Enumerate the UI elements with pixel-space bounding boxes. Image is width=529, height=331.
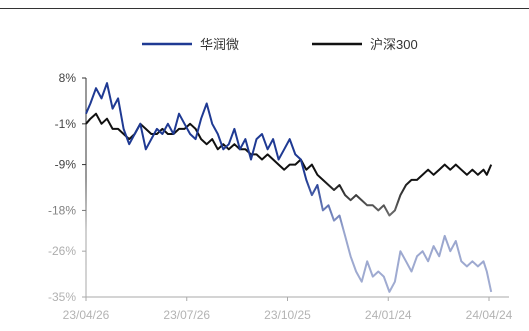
legend-label: 华润微	[200, 37, 239, 52]
y-tick-label: -35%	[48, 290, 76, 304]
y-tick-label: -26%	[48, 244, 76, 258]
y-tick-label: 8%	[59, 71, 77, 85]
x-tick-label: 23/04/26	[63, 308, 110, 322]
x-tick-label: 23/10/25	[264, 308, 311, 322]
x-tick-label: 24/04/24	[466, 308, 513, 322]
top-rule	[0, 8, 529, 9]
series-line-1	[85, 112, 493, 217]
y-tick-label: -9%	[55, 158, 77, 172]
x-tick-label: 24/01/24	[365, 308, 412, 322]
series-group	[85, 82, 493, 293]
axes: 8% -1% -9% -18% -26% -35% 23/04/26 23/07/26 23/1…	[48, 71, 513, 322]
legend-item: 华润微	[142, 37, 239, 52]
y-tick-label: -18%	[48, 203, 76, 217]
legend: 华润微 沪深300	[142, 37, 418, 52]
legend-label: 沪深300	[370, 37, 418, 52]
series-line-0	[85, 82, 493, 293]
y-tick-label: -1%	[55, 117, 77, 131]
x-tick-label: 23/07/26	[163, 308, 210, 322]
legend-item: 沪深300	[312, 37, 418, 52]
